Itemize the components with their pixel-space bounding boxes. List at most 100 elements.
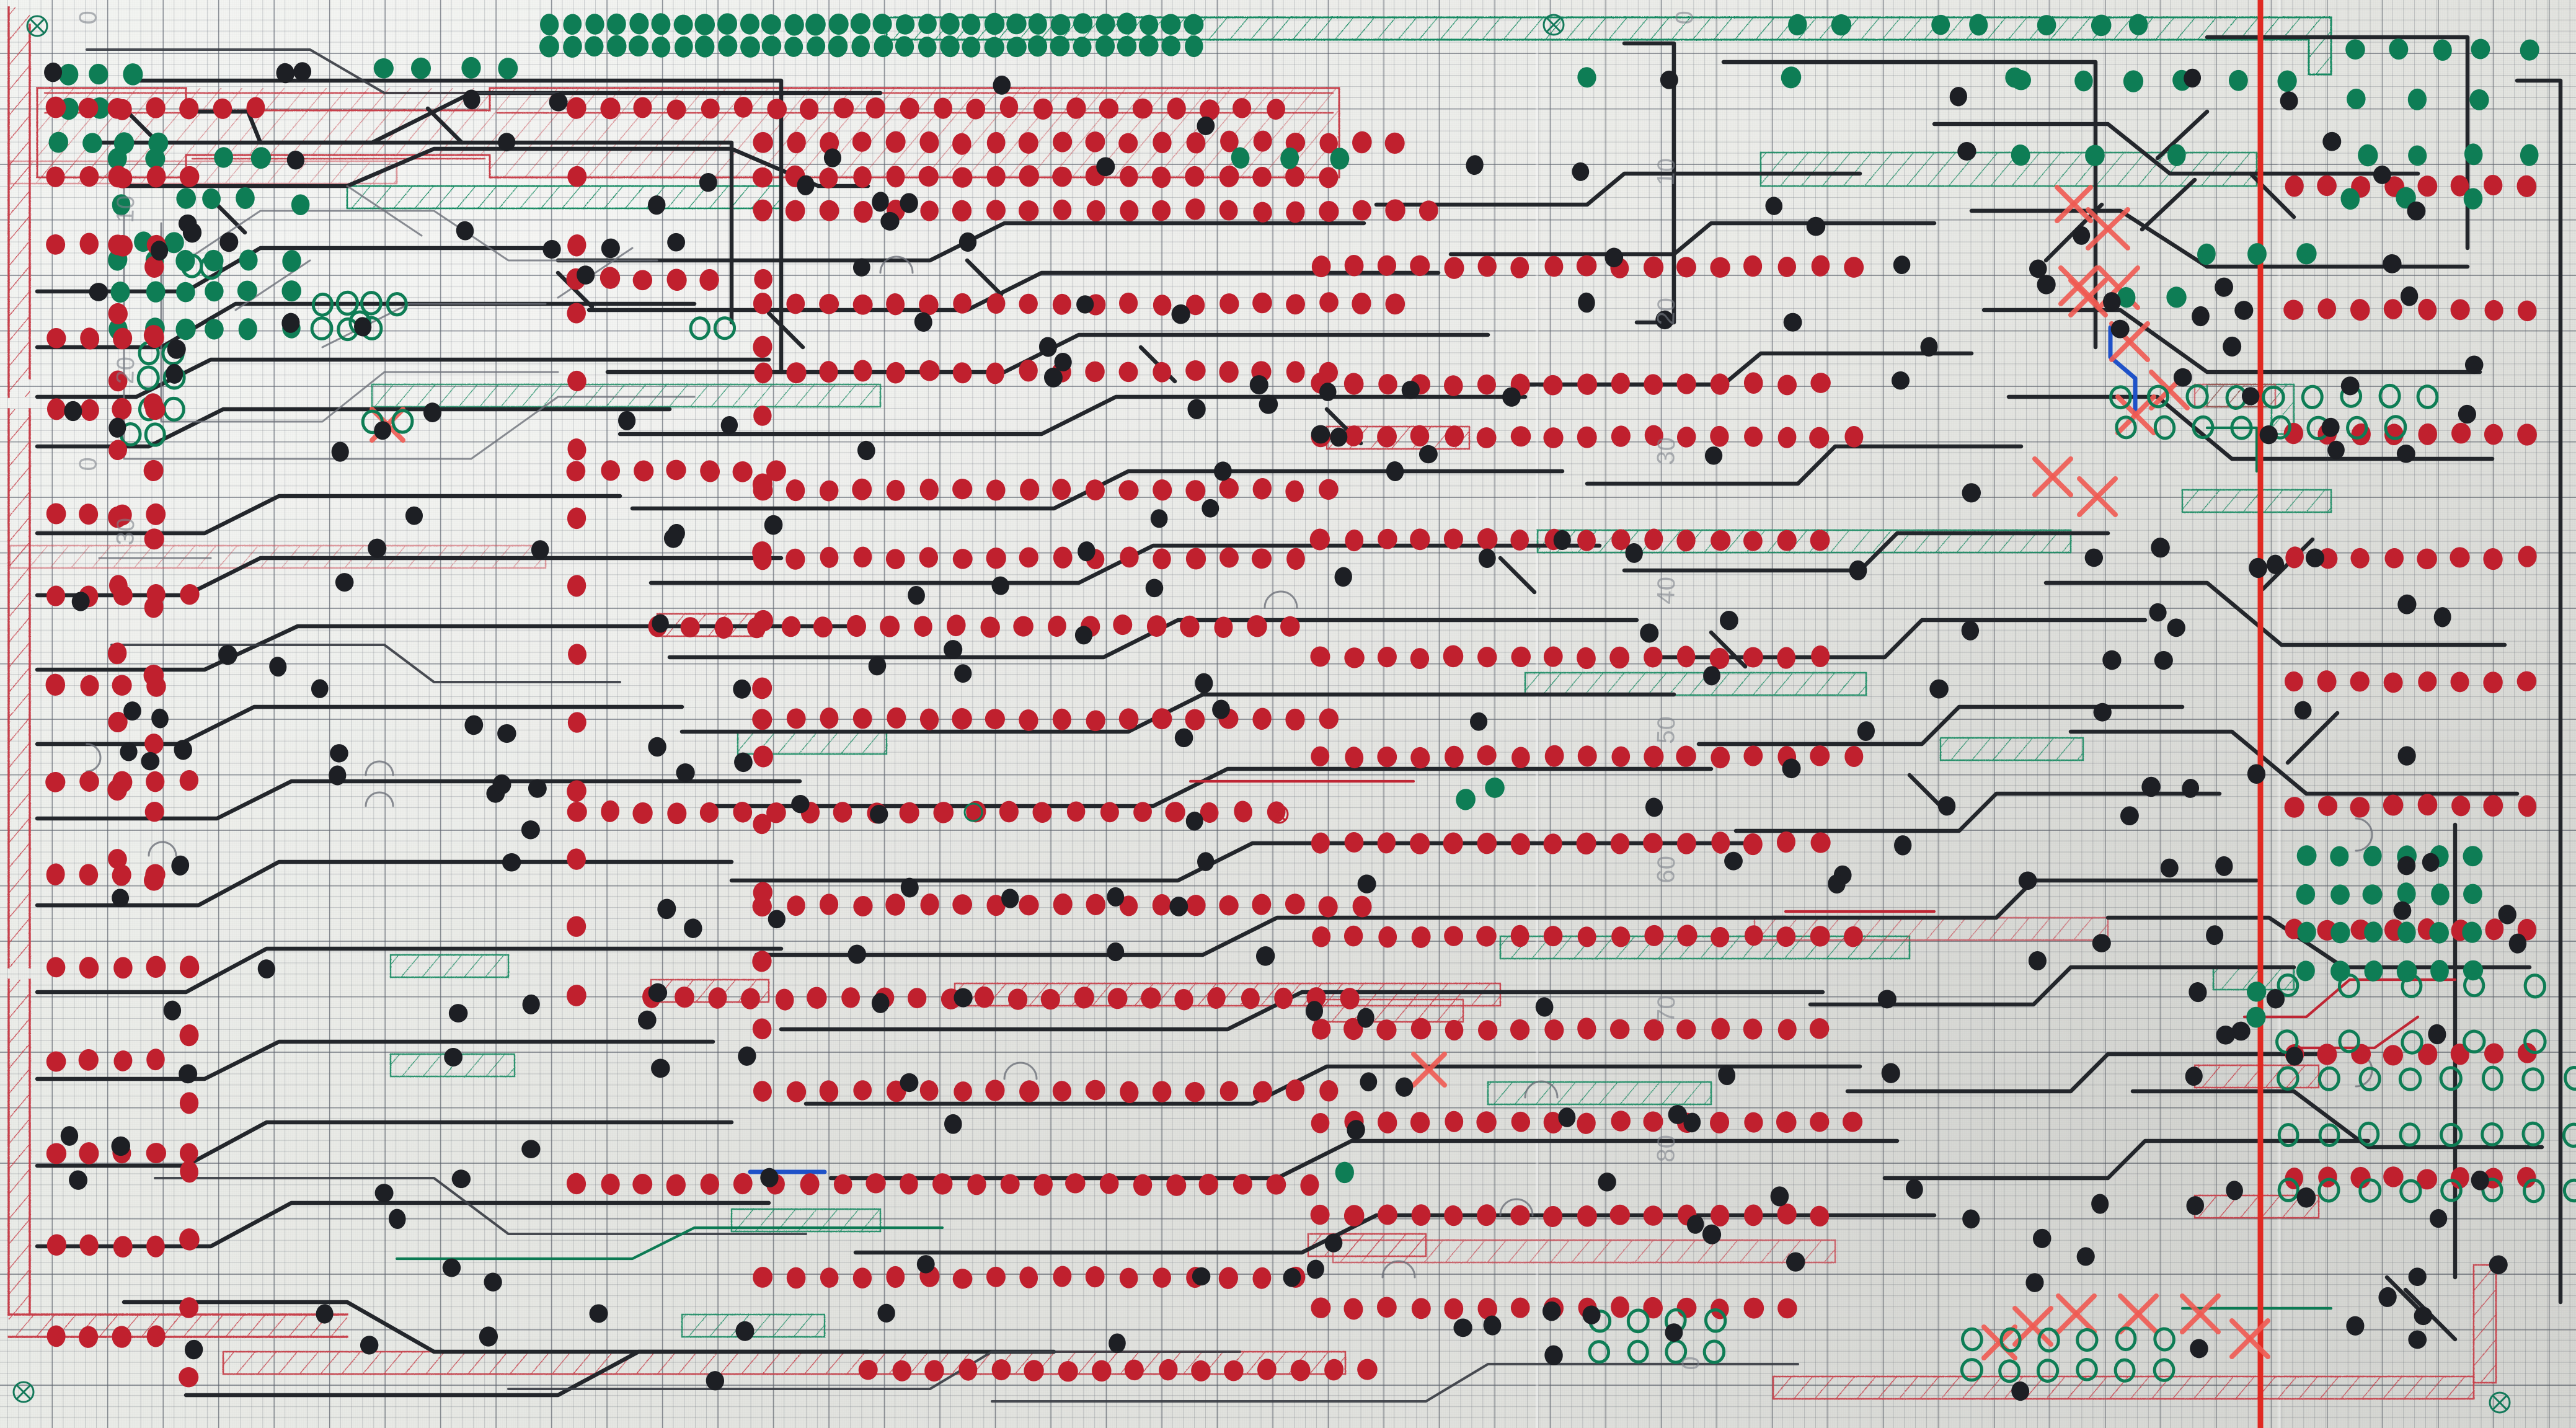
via[interactable]	[1877, 988, 1898, 1009]
red-pad[interactable]	[1476, 527, 1498, 551]
red-pad[interactable]	[818, 1080, 839, 1104]
green-pad[interactable]	[2295, 883, 2316, 905]
via[interactable]	[2110, 319, 2130, 339]
red-pad[interactable]	[919, 360, 941, 382]
red-pad[interactable]	[1376, 425, 1398, 448]
red-pad[interactable]	[1676, 1297, 1697, 1318]
red-pad[interactable]	[1676, 373, 1697, 395]
via[interactable]	[1169, 897, 1188, 916]
via[interactable]	[856, 440, 877, 461]
via[interactable]	[179, 1064, 198, 1084]
red-pad[interactable]	[1611, 1296, 1630, 1318]
red-pad[interactable]	[1577, 426, 1598, 449]
via[interactable]	[479, 1326, 498, 1347]
red-pad[interactable]	[919, 892, 940, 916]
green-pad[interactable]	[163, 231, 185, 254]
red-pad[interactable]	[1167, 97, 1187, 120]
red-pad[interactable]	[886, 479, 905, 502]
green-pad[interactable]	[2407, 88, 2427, 110]
red-pad[interactable]	[565, 1172, 587, 1195]
red-pad[interactable]	[907, 988, 927, 1009]
red-pad[interactable]	[567, 507, 586, 530]
red-pad[interactable]	[1218, 164, 1240, 188]
via[interactable]	[600, 237, 622, 259]
red-pad[interactable]	[2284, 1167, 2304, 1191]
via[interactable]	[1385, 460, 1405, 482]
red-pad[interactable]	[46, 1143, 67, 1164]
header-pad[interactable]	[760, 14, 782, 35]
red-pad[interactable]	[1710, 373, 1730, 395]
red-pad[interactable]	[1339, 987, 1361, 1010]
via[interactable]	[1077, 541, 1096, 562]
via[interactable]	[906, 585, 926, 606]
red-pad[interactable]	[110, 863, 133, 887]
red-pad[interactable]	[1351, 130, 1373, 154]
green-pad[interactable]	[110, 282, 130, 303]
via[interactable]	[2397, 856, 2416, 876]
green-pad[interactable]	[373, 57, 395, 79]
green-pad[interactable]	[2363, 921, 2384, 943]
via[interactable]	[2407, 1266, 2428, 1287]
red-pad[interactable]	[45, 863, 66, 886]
red-pad[interactable]	[179, 1024, 200, 1047]
via[interactable]	[944, 1114, 962, 1134]
via[interactable]	[1571, 162, 1590, 182]
header-pad[interactable]	[984, 37, 1005, 58]
via[interactable]	[1464, 154, 1485, 176]
red-pad[interactable]	[1510, 832, 1531, 856]
via[interactable]	[2029, 259, 2047, 278]
via[interactable]	[1213, 460, 1233, 482]
red-pad[interactable]	[1199, 801, 1220, 824]
red-pad[interactable]	[79, 166, 99, 187]
red-pad[interactable]	[1165, 1173, 1188, 1197]
via[interactable]	[1655, 310, 1674, 330]
red-pad[interactable]	[1610, 425, 1631, 448]
red-pad[interactable]	[107, 164, 130, 189]
via[interactable]	[2093, 703, 2112, 722]
red-pad[interactable]	[1410, 1111, 1430, 1133]
red-pad[interactable]	[1643, 1111, 1664, 1132]
red-pad[interactable]	[46, 1325, 66, 1347]
red-pad[interactable]	[751, 676, 773, 700]
header-pad[interactable]	[804, 12, 827, 37]
red-pad[interactable]	[1085, 1266, 1105, 1288]
red-pad[interactable]	[951, 361, 973, 384]
header-pad[interactable]	[651, 35, 671, 58]
header-pad[interactable]	[1027, 34, 1048, 58]
red-pad[interactable]	[1477, 255, 1497, 277]
red-pad[interactable]	[1031, 800, 1053, 824]
green-pad[interactable]	[410, 57, 432, 79]
red-pad[interactable]	[112, 1326, 132, 1348]
red-pad[interactable]	[1510, 1018, 1531, 1040]
red-pad[interactable]	[1809, 745, 1831, 767]
green-hollow-pad[interactable]	[310, 316, 334, 341]
red-pad[interactable]	[178, 769, 200, 792]
red-pad[interactable]	[665, 459, 688, 481]
red-pad[interactable]	[952, 894, 973, 915]
header-pad[interactable]	[629, 12, 650, 35]
green-pad[interactable]	[498, 58, 518, 80]
red-pad[interactable]	[2285, 175, 2304, 197]
via[interactable]	[1937, 795, 1957, 817]
via[interactable]	[108, 417, 127, 438]
red-pad[interactable]	[1477, 374, 1497, 395]
via[interactable]	[2150, 537, 2171, 558]
red-pad[interactable]	[1476, 427, 1497, 448]
red-pad[interactable]	[1810, 832, 1831, 853]
red-pad[interactable]	[1743, 745, 1764, 767]
red-pad[interactable]	[1378, 373, 1399, 396]
via[interactable]	[2230, 1021, 2251, 1042]
via[interactable]	[1891, 371, 1911, 391]
red-pad[interactable]	[714, 616, 733, 639]
green-hollow-pad[interactable]	[2481, 1177, 2503, 1203]
red-pad[interactable]	[1051, 1080, 1072, 1102]
red-pad[interactable]	[986, 894, 1006, 916]
via[interactable]	[2406, 200, 2427, 221]
red-pad[interactable]	[1476, 645, 1498, 668]
red-pad[interactable]	[2317, 298, 2337, 319]
red-pad[interactable]	[1317, 895, 1339, 919]
red-pad[interactable]	[918, 546, 939, 569]
red-pad[interactable]	[46, 502, 67, 525]
red-pad[interactable]	[108, 575, 128, 596]
via[interactable]	[847, 944, 867, 965]
